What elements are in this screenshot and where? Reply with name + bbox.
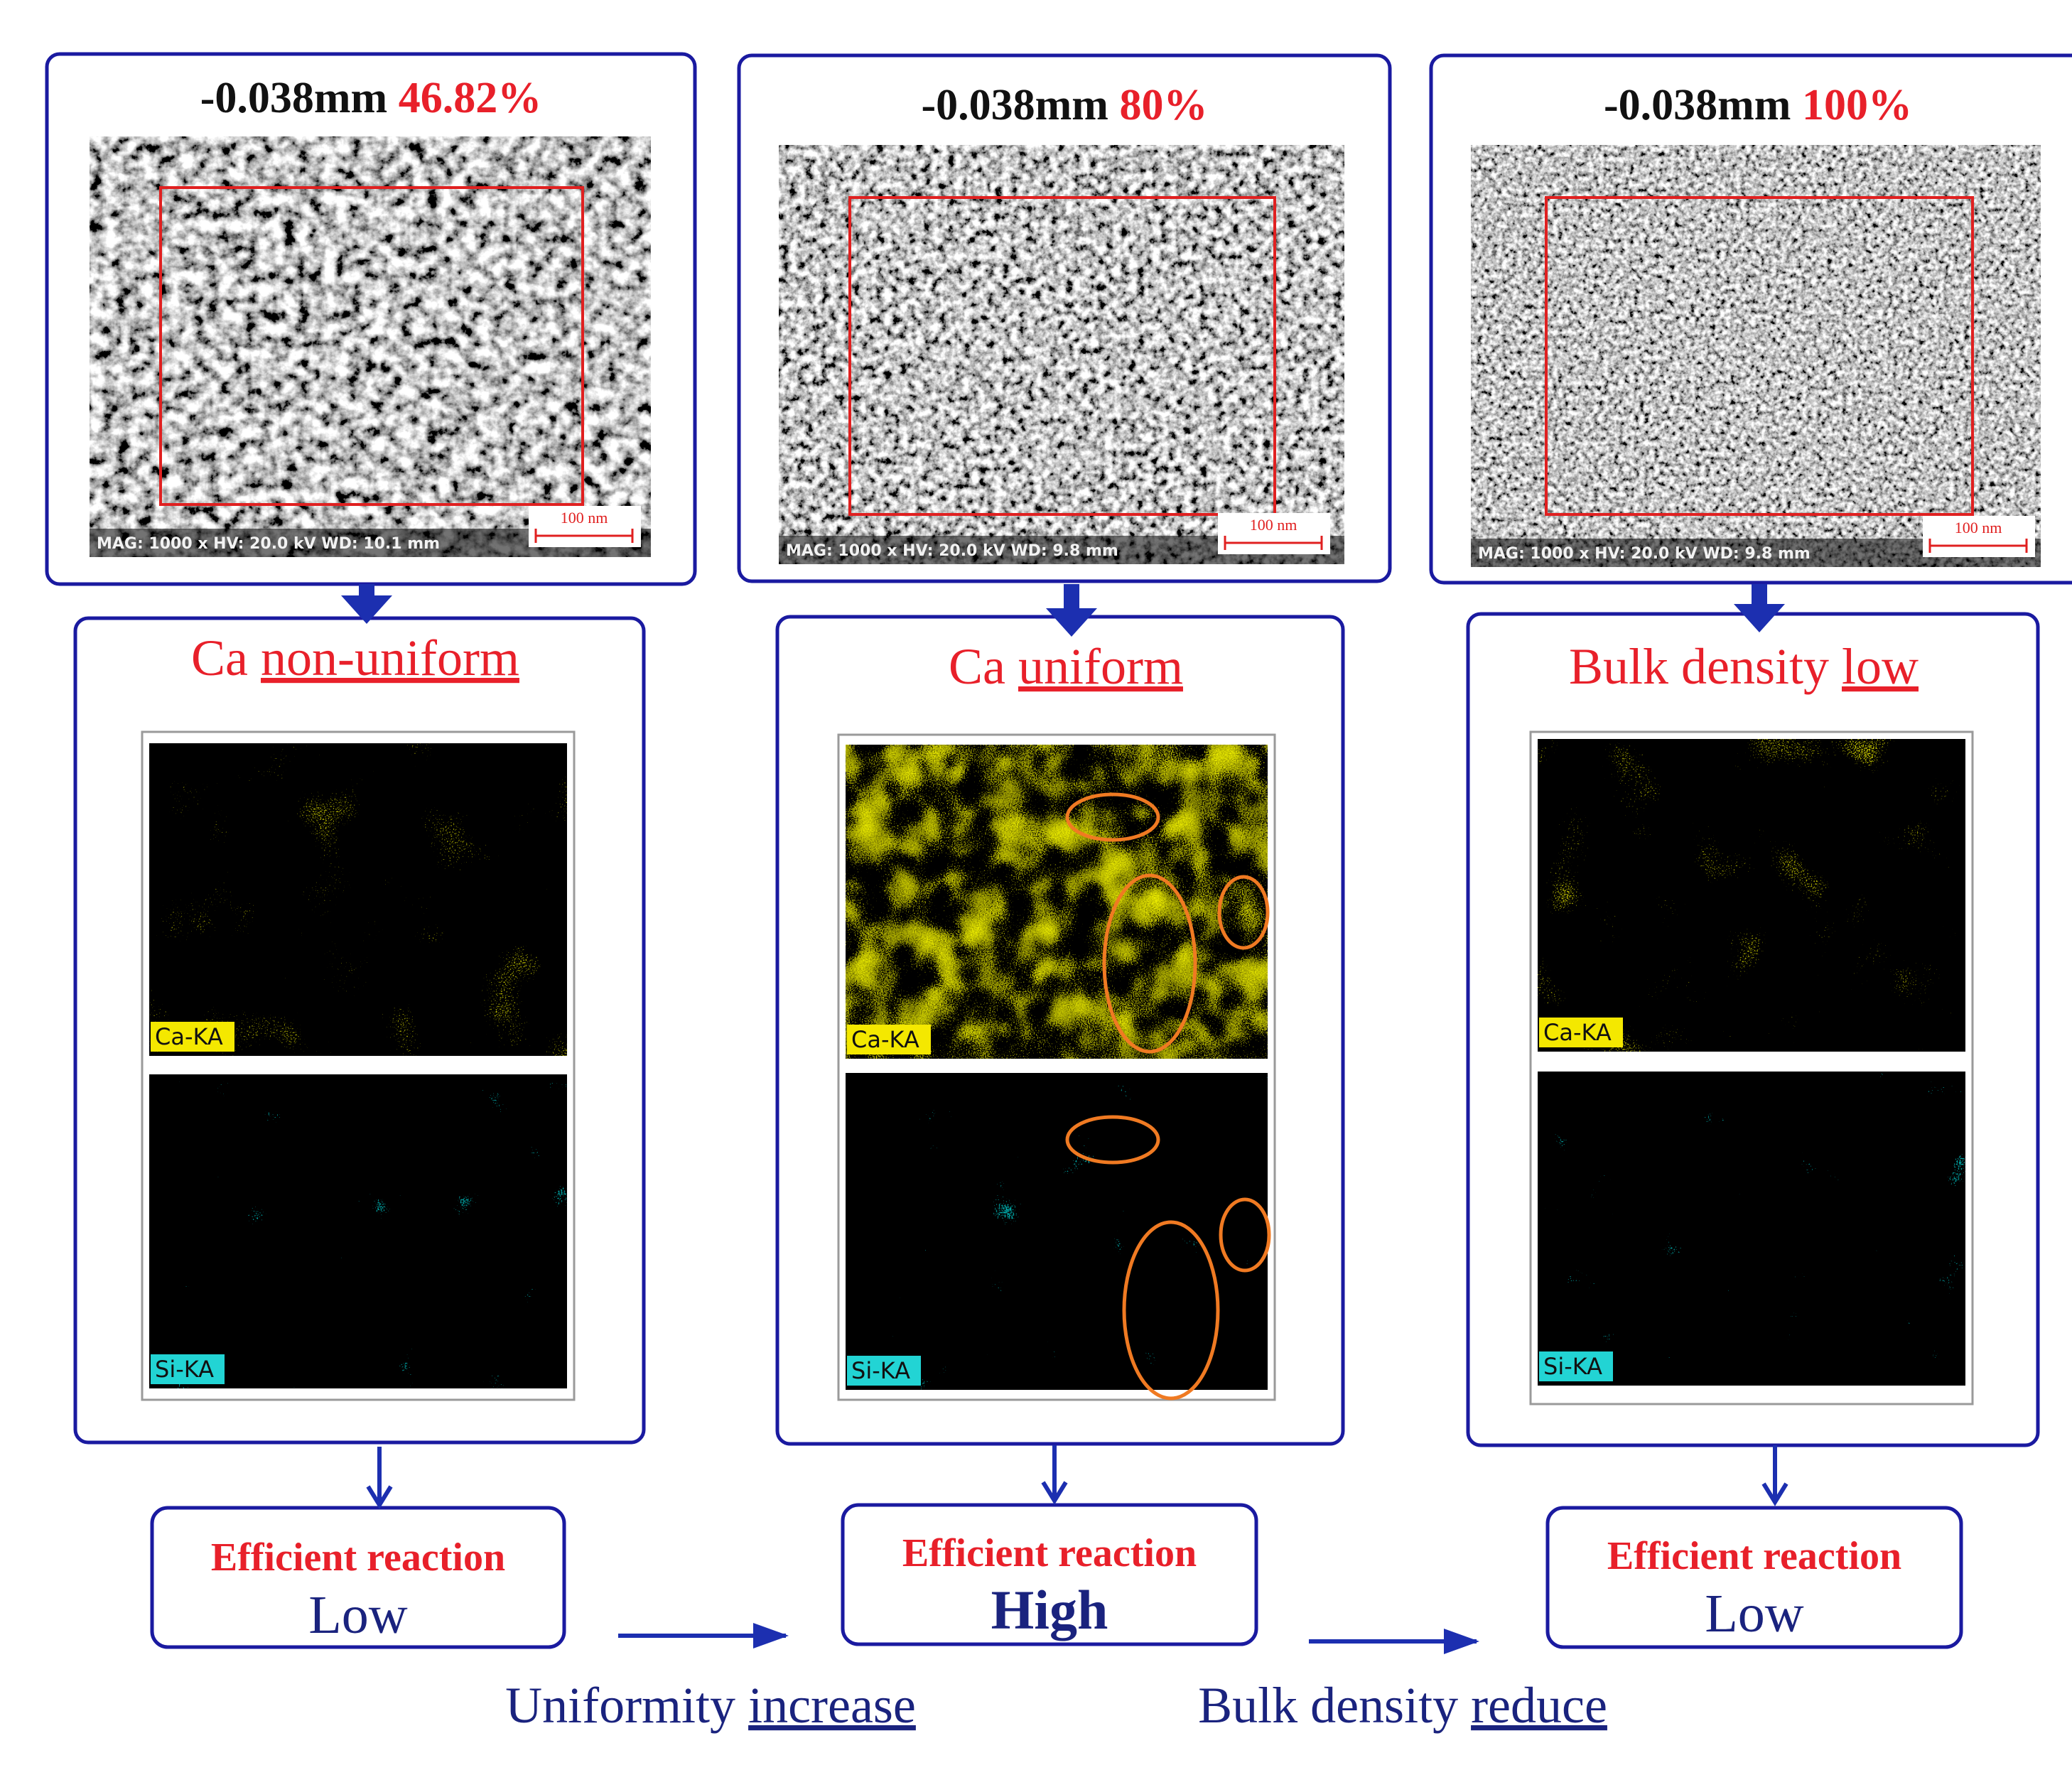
panel-1: -0.038mm 46.82% MAG: 1000 x HV: 20.0 kV W… bbox=[45, 52, 697, 1649]
sem-footer-text: MAG: 1000 x HV: 20.0 kV WD: 9.8 mm bbox=[786, 542, 1118, 560]
sem-image bbox=[779, 145, 1344, 564]
si-map bbox=[846, 1073, 1268, 1390]
scalebar-label: 100 nm bbox=[1955, 519, 2002, 536]
result-level: Low bbox=[1705, 1584, 1803, 1644]
ca-label-bg bbox=[151, 1022, 234, 1052]
finding-title: Ca uniform bbox=[949, 638, 1183, 695]
si-map bbox=[149, 1074, 567, 1388]
result-arrow-3-head bbox=[1761, 1482, 1788, 1506]
result-arrow-1-head bbox=[366, 1485, 393, 1509]
si-label-bg bbox=[847, 1356, 921, 1386]
trend-change: reduce bbox=[1471, 1677, 1607, 1734]
finding-quality: uniform bbox=[1018, 638, 1183, 695]
ca-label: Ca-KA bbox=[155, 1023, 223, 1050]
si-label: Si-KA bbox=[851, 1357, 910, 1384]
highlight-ellipse-5 bbox=[1122, 1220, 1220, 1401]
roi-box bbox=[848, 196, 1276, 516]
sem-image bbox=[90, 136, 651, 557]
percent-label: 100% bbox=[1802, 81, 1912, 129]
highlight-ellipse-1 bbox=[1065, 792, 1160, 842]
result-box bbox=[841, 1503, 1258, 1646]
scalebar-bg bbox=[1218, 513, 1330, 554]
si-label: Si-KA bbox=[155, 1356, 214, 1383]
finding-quality: low bbox=[1842, 638, 1919, 695]
highlight-ellipse-2 bbox=[1102, 873, 1197, 1054]
ca-label: Ca-KA bbox=[1543, 1019, 1612, 1046]
ca-label: Ca-KA bbox=[851, 1026, 919, 1053]
finding-title: Bulk density low bbox=[1569, 638, 1919, 695]
size-label: -0.038mm bbox=[922, 81, 1120, 129]
sem-image bbox=[1471, 145, 2041, 567]
sem-header: -0.038mm 100% bbox=[1604, 81, 1912, 129]
result-title: Efficient reaction bbox=[902, 1531, 1197, 1575]
si-label-bg bbox=[1539, 1351, 1613, 1381]
scalebar-bg bbox=[529, 506, 641, 547]
si-label-bg bbox=[151, 1354, 225, 1384]
trend-prefix: Bulk density bbox=[1198, 1677, 1471, 1734]
sem-header: -0.038mm 46.82% bbox=[200, 74, 541, 122]
finding-element: Ca bbox=[949, 638, 1018, 695]
highlight-ellipse-4 bbox=[1065, 1115, 1160, 1165]
sem-footer-text: MAG: 1000 x HV: 20.0 kV WD: 9.8 mm bbox=[1478, 545, 1811, 563]
finding-quality: non-uniform bbox=[261, 630, 519, 686]
trend-arrow-2 bbox=[1309, 1629, 1479, 1654]
trend-arrow-2-head bbox=[1444, 1629, 1479, 1654]
panel-3: -0.038mm 100% MAG: 1000 x HV: 20.0 kV WD:… bbox=[1429, 53, 2072, 1649]
ca-map bbox=[846, 745, 1268, 1059]
result-level: High bbox=[991, 1579, 1108, 1641]
scalebar-bg bbox=[1923, 516, 2035, 557]
result-box bbox=[1545, 1506, 1963, 1649]
result-title: Efficient reaction bbox=[211, 1536, 505, 1580]
roi-box bbox=[159, 186, 584, 506]
down-arrow-2-head bbox=[1046, 608, 1097, 637]
down-arrow-3-head bbox=[1734, 604, 1785, 632]
trend-caption-1: Uniformity increase bbox=[505, 1677, 916, 1734]
sem-footer-text: MAG: 1000 x HV: 20.0 kV WD: 10.1 mm bbox=[97, 535, 440, 553]
result-arrow-1 bbox=[366, 1447, 393, 1509]
down-arrow-2 bbox=[1046, 584, 1097, 637]
ca-map bbox=[149, 743, 567, 1056]
percent-label: 80% bbox=[1119, 81, 1207, 129]
result-box bbox=[150, 1506, 566, 1649]
result-level: Low bbox=[308, 1585, 407, 1645]
ca-map bbox=[1538, 739, 1965, 1052]
si-label: Si-KA bbox=[1543, 1353, 1602, 1380]
percent-label: 46.82% bbox=[399, 74, 542, 122]
down-arrow-3 bbox=[1734, 584, 1785, 632]
ca-label-bg bbox=[847, 1025, 931, 1054]
down-arrow-1-head bbox=[341, 595, 392, 624]
trend-caption-2: Bulk density reduce bbox=[1198, 1677, 1607, 1734]
result-arrow-3 bbox=[1761, 1445, 1788, 1506]
trend-arrow-1 bbox=[618, 1623, 789, 1648]
size-label: -0.038mm bbox=[1604, 81, 1802, 129]
finding-title: Ca non-uniform bbox=[191, 630, 519, 686]
result-arrow-2-head bbox=[1041, 1481, 1068, 1505]
down-arrow-1 bbox=[341, 584, 392, 624]
finding-element: Ca bbox=[191, 630, 261, 686]
roi-box bbox=[1545, 196, 1974, 516]
ca-label-bg bbox=[1539, 1018, 1623, 1047]
highlight-ellipse-3 bbox=[1217, 875, 1270, 950]
size-label: -0.038mm bbox=[200, 74, 399, 122]
highlight-ellipse-6 bbox=[1219, 1197, 1271, 1273]
finding-element: Bulk density bbox=[1569, 638, 1842, 695]
scalebar-label: 100 nm bbox=[561, 509, 608, 527]
result-title: Efficient reaction bbox=[1607, 1534, 1901, 1578]
trend-change: increase bbox=[748, 1677, 916, 1734]
trend-prefix: Uniformity bbox=[505, 1677, 748, 1734]
trend-arrow-1-head bbox=[753, 1623, 789, 1648]
panel-2: -0.038mm 80% MAG: 1000 x HV: 20.0 kV WD: … bbox=[737, 53, 1392, 1646]
si-map bbox=[1538, 1072, 1965, 1386]
result-arrow-2 bbox=[1041, 1445, 1068, 1505]
sem-header: -0.038mm 80% bbox=[922, 81, 1208, 129]
scalebar-label: 100 nm bbox=[1250, 516, 1297, 534]
